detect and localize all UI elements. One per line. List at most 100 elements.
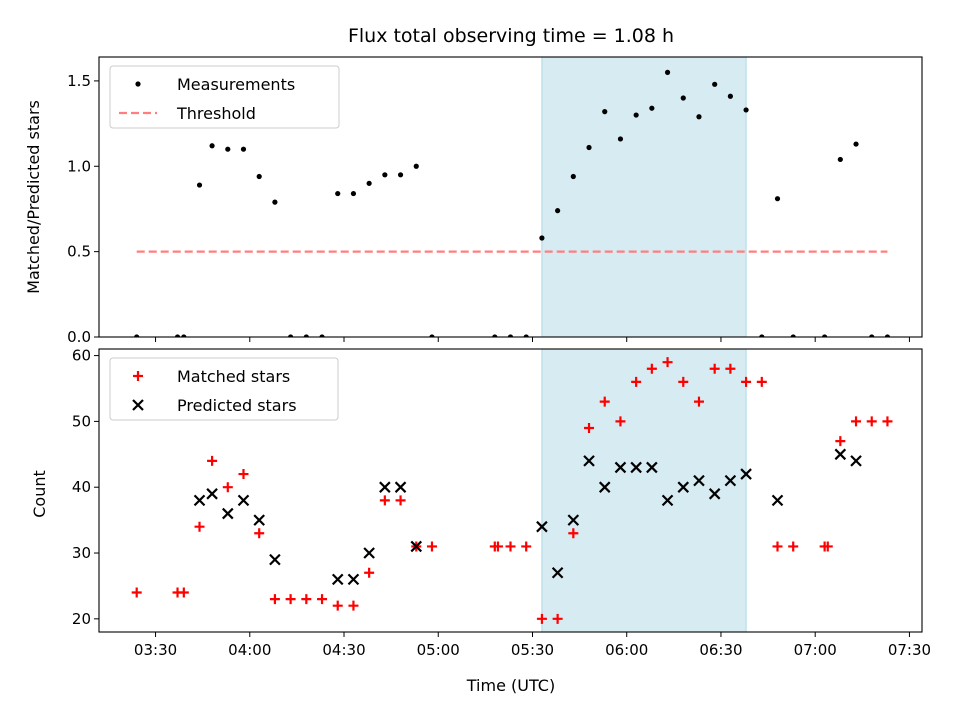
- bottom-series-0-point: [866, 416, 877, 427]
- bottom-y-axis-label: Count: [30, 470, 49, 518]
- top-series-0-point: [774, 196, 781, 202]
- bottom-series-1-point: [253, 514, 265, 526]
- bottom-series-0-point: [631, 376, 642, 387]
- top-series-0-point: [492, 334, 498, 337]
- bottom-legend-label: Predicted stars: [177, 396, 297, 415]
- bottom-series-0-point: [379, 495, 390, 506]
- bottom-series-0-point: [599, 396, 610, 407]
- top-y-tick-label: 1.0: [67, 157, 91, 175]
- top-y-tick-label: 0.5: [67, 243, 91, 261]
- top-series-0-point: [209, 143, 215, 149]
- bottom-series-0-point: [301, 594, 312, 605]
- bottom-series-0-point: [317, 594, 328, 605]
- bottom-y-tick-label: 40: [72, 478, 91, 496]
- top-series-0-point: [397, 172, 404, 178]
- top-series-0-point: [633, 112, 639, 118]
- bottom-series-0-point: [194, 521, 205, 532]
- bottom-series-1-point: [551, 566, 564, 579]
- bottom-series-0-point: [835, 436, 846, 447]
- top-series-0-point: [602, 109, 608, 115]
- bottom-series-1-point: [646, 461, 658, 474]
- x-tick-label: 06:00: [605, 641, 648, 659]
- top-series-0-point: [134, 334, 140, 337]
- top-series-0-point: [680, 95, 686, 101]
- bottom-series-0-point: [678, 376, 689, 387]
- top-series-0-point: [759, 334, 765, 337]
- bottom-series-0-point: [285, 594, 296, 605]
- bottom-series-0-point: [426, 541, 437, 552]
- bottom-series-1-point: [661, 494, 674, 507]
- top-y-axis-label: Matched/Predicted stars: [24, 100, 43, 294]
- bottom-series-1-point: [771, 494, 784, 507]
- top-series-0-point: [429, 334, 435, 337]
- bottom-series-0-point: [882, 416, 893, 427]
- bottom-series-0-point: [756, 376, 767, 387]
- bottom-series-1-point: [347, 573, 360, 586]
- bottom-series-0-point: [222, 482, 233, 493]
- bottom-series-1-point: [740, 468, 752, 480]
- top-legend-label: Measurements: [177, 75, 295, 94]
- bottom-series-0-point: [521, 541, 532, 552]
- top-series-0-point: [664, 69, 671, 75]
- bottom-series-1-point: [269, 553, 281, 566]
- bottom-plot-area: [131, 349, 893, 632]
- x-tick-label: 05:00: [417, 641, 460, 659]
- top-legend-box: [109, 65, 340, 129]
- bottom-series-0-point: [395, 495, 406, 506]
- bottom-y-tick-label: 50: [72, 412, 91, 430]
- top-series-0-point: [174, 334, 181, 337]
- bottom-series-0-point: [207, 455, 218, 466]
- top-series-0-point: [837, 156, 843, 163]
- bottom-series-1-point: [598, 481, 611, 493]
- bottom-legend: Matched stars Predicted stars: [109, 357, 339, 421]
- top-y-tick-label: 1.5: [67, 72, 91, 90]
- top-series-0-point: [790, 334, 796, 337]
- x-axis-label: Time (UTC): [466, 676, 555, 695]
- top-legend-marker: [135, 81, 141, 87]
- top-series-0-point: [555, 208, 561, 214]
- top-series-0-point: [712, 81, 718, 87]
- bottom-series-0-point: [709, 363, 720, 374]
- top-series-0-point: [196, 182, 203, 188]
- bottom-y-tick-label: 60: [72, 347, 91, 365]
- bottom-series-0-point: [725, 363, 736, 374]
- top-series-0-point: [350, 190, 357, 197]
- bottom-series-1-point: [222, 507, 234, 520]
- top-shaded-span: [541, 57, 747, 337]
- bottom-series-0-point: [568, 528, 579, 539]
- top-series-0-point: [288, 334, 294, 337]
- bottom-series-0-point: [584, 422, 595, 433]
- bottom-series-1-point: [394, 481, 407, 493]
- x-tick-label: 07:30: [888, 641, 931, 659]
- top-series-0-point: [696, 114, 702, 120]
- bottom-series-0-point: [332, 600, 343, 611]
- bottom-series-1-point: [206, 488, 218, 500]
- bottom-series-1-point: [567, 514, 580, 526]
- bottom-y-tick-label: 20: [72, 610, 91, 628]
- top-series-0-point: [869, 334, 875, 337]
- bottom-series-1-point: [410, 540, 423, 553]
- bottom-series-0-point: [552, 613, 563, 624]
- bottom-series-0-point: [615, 416, 626, 427]
- x-tick-label: 04:00: [228, 641, 271, 659]
- x-tick-label: 05:30: [511, 641, 554, 659]
- bottom-series-1-point: [237, 494, 250, 507]
- x-tick-label: 06:30: [699, 641, 742, 659]
- bottom-series-0-point: [662, 357, 673, 368]
- chart-title: Flux total observing time = 1.08 h: [348, 25, 674, 47]
- top-series-0-point: [240, 146, 247, 152]
- top-series-0-point: [303, 334, 309, 337]
- bottom-series-0-point: [238, 469, 249, 480]
- bottom-legend-marker: [132, 399, 144, 411]
- x-tick-label: 07:00: [794, 641, 837, 659]
- x-tick-label: 03:30: [134, 641, 177, 659]
- top-series-0-point: [649, 105, 655, 111]
- bottom-axes-frame: [98, 348, 923, 633]
- bottom-series-0-point: [505, 541, 516, 552]
- top-series-0-point: [382, 172, 388, 178]
- bottom-series-0-point: [851, 416, 862, 427]
- top-series-0-point: [181, 334, 187, 337]
- bottom-series-1-point: [677, 481, 690, 493]
- bottom-panel: 20 30 40 50 60 03:30 04:00 04:30 05:00 05:30 06:00…: [72, 347, 931, 659]
